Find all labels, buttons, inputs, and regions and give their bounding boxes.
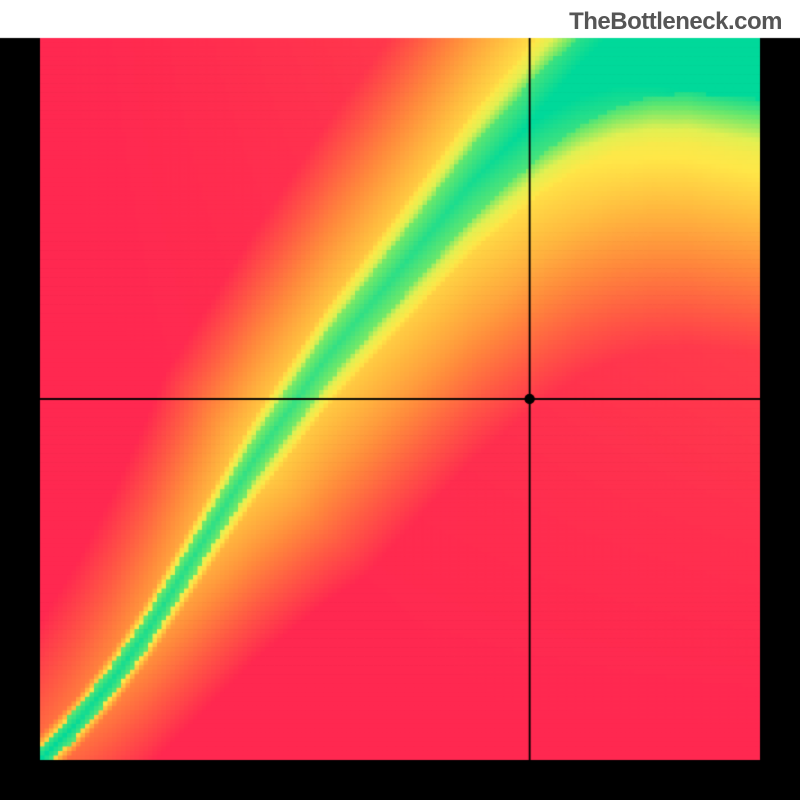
- chart-container: TheBottleneck.com: [0, 0, 800, 800]
- bottleneck-heatmap-canvas: [0, 0, 800, 800]
- watermark-text: TheBottleneck.com: [569, 8, 782, 36]
